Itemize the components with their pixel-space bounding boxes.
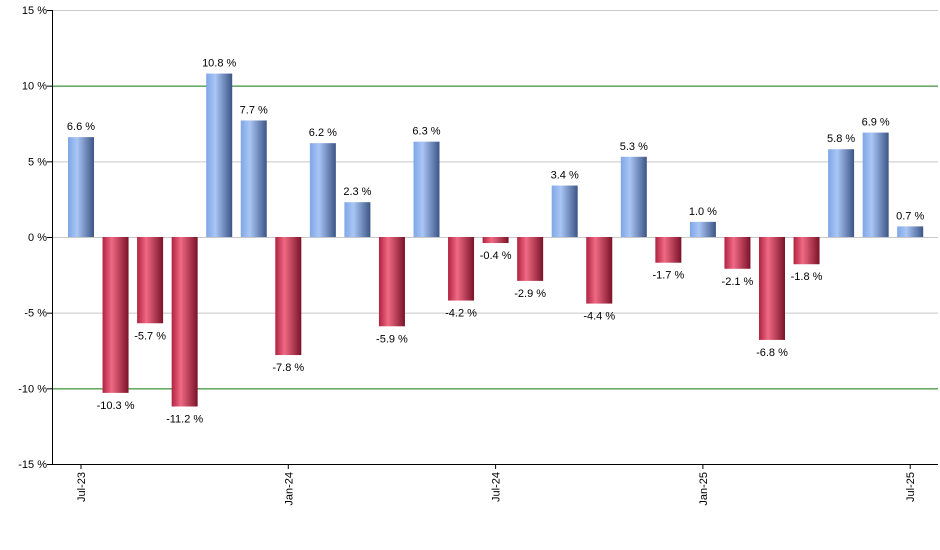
bar-value-label: 6.9 % xyxy=(862,117,890,129)
bar-jun-25 xyxy=(862,132,889,237)
y-tick-label: 5 % xyxy=(28,156,47,168)
bar-value-labels: 6.6 % -10.3 % -5.7 % -11.2 % 10.8 % 7.7 % -7.8… xyxy=(67,58,925,426)
bar-apr-24 xyxy=(378,237,405,327)
x-tick-label: Jul-25 xyxy=(905,472,917,502)
bar-value-label: -11.2 % xyxy=(166,413,203,425)
bar-value-label: 2.3 % xyxy=(343,186,371,198)
bar-jan-24 xyxy=(275,237,302,356)
bar-value-label: -2.9 % xyxy=(514,288,546,300)
y-tick-label: -5 % xyxy=(24,308,47,320)
bar-aug-23 xyxy=(102,237,129,393)
bar-value-label: -1.7 % xyxy=(652,270,684,282)
x-tick-label: Jan-25 xyxy=(698,472,710,506)
bar-jun-24 xyxy=(448,237,475,301)
bar-value-label: 6.3 % xyxy=(412,126,440,138)
bar-value-label: 5.3 % xyxy=(620,141,648,153)
bar-mar-24 xyxy=(344,202,371,237)
bar-dec-23 xyxy=(240,120,267,237)
bar-value-label: 3.4 % xyxy=(551,170,579,182)
bar-sep-24 xyxy=(551,185,578,237)
bar-value-label: 5.8 % xyxy=(827,133,855,145)
y-tick-label: 0 % xyxy=(28,232,47,244)
bar-may-25 xyxy=(828,149,855,237)
bar-value-label: 6.6 % xyxy=(67,121,95,133)
bar-value-label: 0.7 % xyxy=(896,210,924,222)
bar-value-label: -0.4 % xyxy=(480,250,512,262)
y-tick-label: 10 % xyxy=(22,81,47,93)
bars xyxy=(68,73,924,407)
y-axis: 15 % 10 % 5 % 0 % -5 % -10 % -15 % xyxy=(18,5,53,471)
y-tick-label: -15 % xyxy=(18,459,47,471)
bar-value-label: -4.4 % xyxy=(583,311,615,323)
bar-value-label: -7.8 % xyxy=(272,362,304,374)
bar-value-label: -5.9 % xyxy=(376,333,408,345)
bar-value-label: -5.7 % xyxy=(134,330,166,342)
bar-dec-24 xyxy=(655,237,682,263)
bar-value-label: 1.0 % xyxy=(689,206,717,218)
x-tick-label: Jul-23 xyxy=(76,472,88,502)
bar-value-label: -4.2 % xyxy=(445,308,477,320)
bar-value-label: 10.8 % xyxy=(202,58,236,70)
bar-jan-25 xyxy=(689,221,716,237)
bar-value-label: -10.3 % xyxy=(97,400,135,412)
bar-may-24 xyxy=(413,141,440,237)
bar-nov-24 xyxy=(620,156,647,237)
bar-oct-24 xyxy=(586,237,613,304)
bar-sep-23 xyxy=(137,237,164,324)
bar-jul-25 xyxy=(897,226,924,237)
bar-feb-25 xyxy=(724,237,751,269)
bar-aug-24 xyxy=(517,237,544,281)
bar-value-label: 7.7 % xyxy=(240,104,268,116)
x-axis: Jul-23 Jan-24 Jul-24 Jan-25 Jul-25 xyxy=(52,464,938,506)
bar-value-label: -1.8 % xyxy=(791,271,823,283)
y-tick-label: 15 % xyxy=(22,5,47,17)
bar-nov-23 xyxy=(206,73,233,237)
bar-mar-25 xyxy=(759,237,785,340)
bar-jul-24 xyxy=(482,237,509,244)
bar-feb-24 xyxy=(309,143,336,237)
bar-value-label: -6.8 % xyxy=(756,347,788,359)
bar-oct-23 xyxy=(171,237,198,407)
bar-value-label: 6.2 % xyxy=(309,127,337,139)
bar-jul-23 xyxy=(68,137,94,237)
bar-value-label: -2.1 % xyxy=(722,276,754,288)
y-tick-label: -10 % xyxy=(18,383,47,395)
x-tick-label: Jul-24 xyxy=(491,472,503,502)
bar-apr-25 xyxy=(793,237,820,265)
x-tick-label: Jan-24 xyxy=(283,472,295,506)
